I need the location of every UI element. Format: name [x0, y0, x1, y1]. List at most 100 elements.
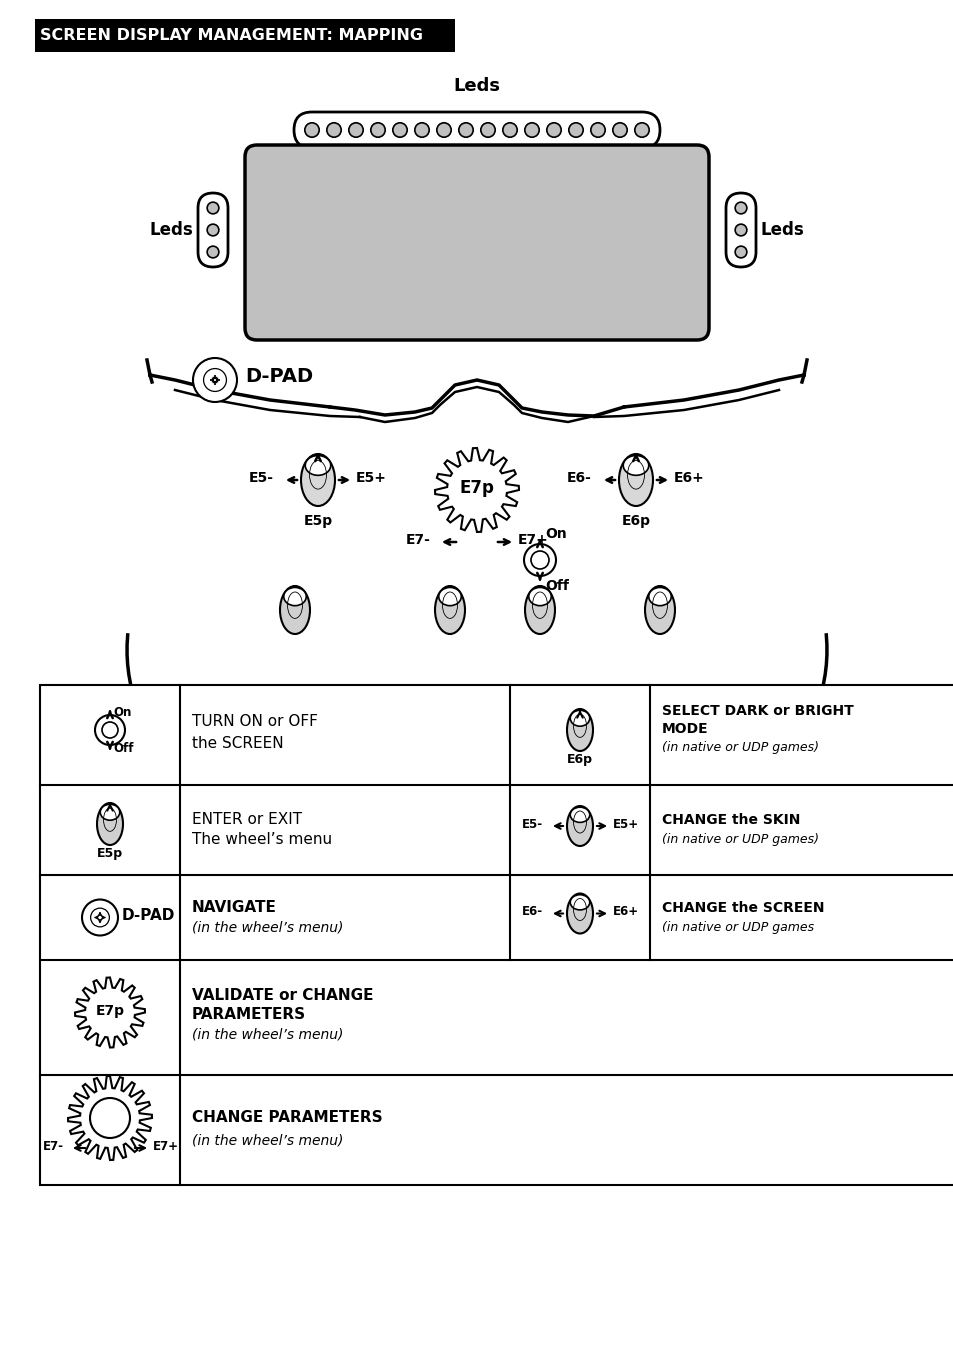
Text: E7+: E7+ — [152, 1139, 179, 1153]
Ellipse shape — [97, 803, 123, 845]
Ellipse shape — [570, 710, 589, 726]
Text: (in native or UDP games): (in native or UDP games) — [661, 833, 818, 846]
Text: NAVIGATE: NAVIGATE — [192, 900, 276, 915]
Polygon shape — [68, 1076, 152, 1160]
Bar — [35, 19, 455, 53]
Circle shape — [458, 123, 473, 138]
Polygon shape — [435, 448, 518, 532]
Text: E5p: E5p — [303, 514, 333, 528]
Text: E5-: E5- — [249, 471, 274, 485]
Text: E7-: E7- — [43, 1139, 64, 1153]
Text: E6+: E6+ — [673, 471, 704, 485]
Text: E6p: E6p — [620, 514, 650, 528]
Circle shape — [735, 246, 746, 258]
Circle shape — [327, 123, 341, 138]
Circle shape — [102, 722, 118, 738]
Ellipse shape — [524, 586, 555, 634]
Text: (in native or UDP games: (in native or UDP games — [661, 921, 813, 934]
Circle shape — [349, 123, 363, 138]
Text: E7-: E7- — [406, 533, 431, 547]
Circle shape — [91, 909, 110, 927]
Text: (in native or UDP games): (in native or UDP games) — [661, 741, 818, 753]
Text: CHANGE PARAMETERS: CHANGE PARAMETERS — [192, 1111, 382, 1126]
Circle shape — [393, 123, 407, 138]
Ellipse shape — [644, 586, 675, 634]
FancyBboxPatch shape — [725, 193, 755, 267]
Circle shape — [203, 369, 226, 391]
Circle shape — [612, 123, 626, 138]
Text: PARAMETERS: PARAMETERS — [192, 1007, 306, 1022]
Text: ENTER or EXIT: ENTER or EXIT — [192, 813, 302, 828]
FancyBboxPatch shape — [294, 112, 659, 148]
Circle shape — [524, 123, 538, 138]
Circle shape — [95, 716, 125, 745]
Text: CHANGE the SCREEN: CHANGE the SCREEN — [661, 900, 823, 914]
Text: D-PAD: D-PAD — [122, 909, 175, 923]
Text: Off: Off — [112, 741, 133, 755]
Circle shape — [90, 1098, 130, 1138]
Text: The wheel’s menu: The wheel’s menu — [192, 833, 332, 848]
Circle shape — [531, 551, 548, 568]
Circle shape — [502, 123, 517, 138]
Circle shape — [735, 224, 746, 236]
Text: Leds: Leds — [760, 221, 804, 239]
Text: Off: Off — [544, 579, 568, 593]
Bar — [40, 684, 953, 1185]
Ellipse shape — [435, 586, 464, 634]
Text: E6-: E6- — [566, 471, 592, 485]
Text: E6+: E6+ — [613, 904, 639, 918]
Ellipse shape — [570, 807, 589, 822]
Circle shape — [207, 202, 218, 213]
Text: E6p: E6p — [566, 752, 593, 765]
Ellipse shape — [280, 586, 310, 634]
Ellipse shape — [566, 806, 593, 846]
Text: E6-: E6- — [521, 904, 542, 918]
Ellipse shape — [301, 454, 335, 506]
Ellipse shape — [648, 587, 671, 606]
Text: E5+: E5+ — [355, 471, 387, 485]
Circle shape — [371, 123, 385, 138]
FancyBboxPatch shape — [245, 144, 708, 340]
Text: TURN ON or OFF: TURN ON or OFF — [192, 714, 317, 729]
Circle shape — [480, 123, 495, 138]
Text: D-PAD: D-PAD — [245, 367, 313, 386]
Ellipse shape — [566, 894, 593, 933]
Text: SELECT DARK or BRIGHT: SELECT DARK or BRIGHT — [661, 703, 853, 718]
Text: On: On — [544, 526, 566, 541]
Ellipse shape — [305, 455, 331, 475]
Text: E7+: E7+ — [517, 533, 548, 547]
Circle shape — [590, 123, 604, 138]
Circle shape — [304, 123, 319, 138]
Circle shape — [193, 358, 236, 402]
Text: (in the wheel’s menu): (in the wheel’s menu) — [192, 1133, 343, 1147]
Text: Leds: Leds — [453, 77, 500, 95]
Circle shape — [436, 123, 451, 138]
Text: E5+: E5+ — [613, 818, 639, 830]
Polygon shape — [75, 977, 145, 1048]
Text: SCREEN DISPLAY MANAGEMENT: MAPPING: SCREEN DISPLAY MANAGEMENT: MAPPING — [40, 28, 422, 43]
Circle shape — [207, 246, 218, 258]
Text: the SCREEN: the SCREEN — [192, 736, 283, 751]
Text: E7p: E7p — [459, 479, 494, 497]
Circle shape — [415, 123, 429, 138]
Circle shape — [735, 202, 746, 213]
Text: MODE: MODE — [661, 722, 708, 736]
Ellipse shape — [283, 587, 306, 606]
FancyBboxPatch shape — [198, 193, 228, 267]
Text: (in the wheel’s menu): (in the wheel’s menu) — [192, 1027, 343, 1041]
Text: E5-: E5- — [521, 818, 542, 830]
Text: (in the wheel’s menu): (in the wheel’s menu) — [192, 921, 343, 934]
Circle shape — [546, 123, 560, 138]
Text: CHANGE the SKIN: CHANGE the SKIN — [661, 813, 800, 828]
Circle shape — [82, 899, 118, 936]
Text: Leds: Leds — [149, 221, 193, 239]
Text: VALIDATE or CHANGE: VALIDATE or CHANGE — [192, 988, 374, 1003]
Ellipse shape — [622, 455, 648, 475]
Circle shape — [523, 544, 556, 576]
Ellipse shape — [566, 709, 593, 751]
Ellipse shape — [618, 454, 652, 506]
Ellipse shape — [438, 587, 460, 606]
Text: On: On — [112, 706, 132, 720]
Circle shape — [634, 123, 649, 138]
Ellipse shape — [570, 895, 589, 910]
